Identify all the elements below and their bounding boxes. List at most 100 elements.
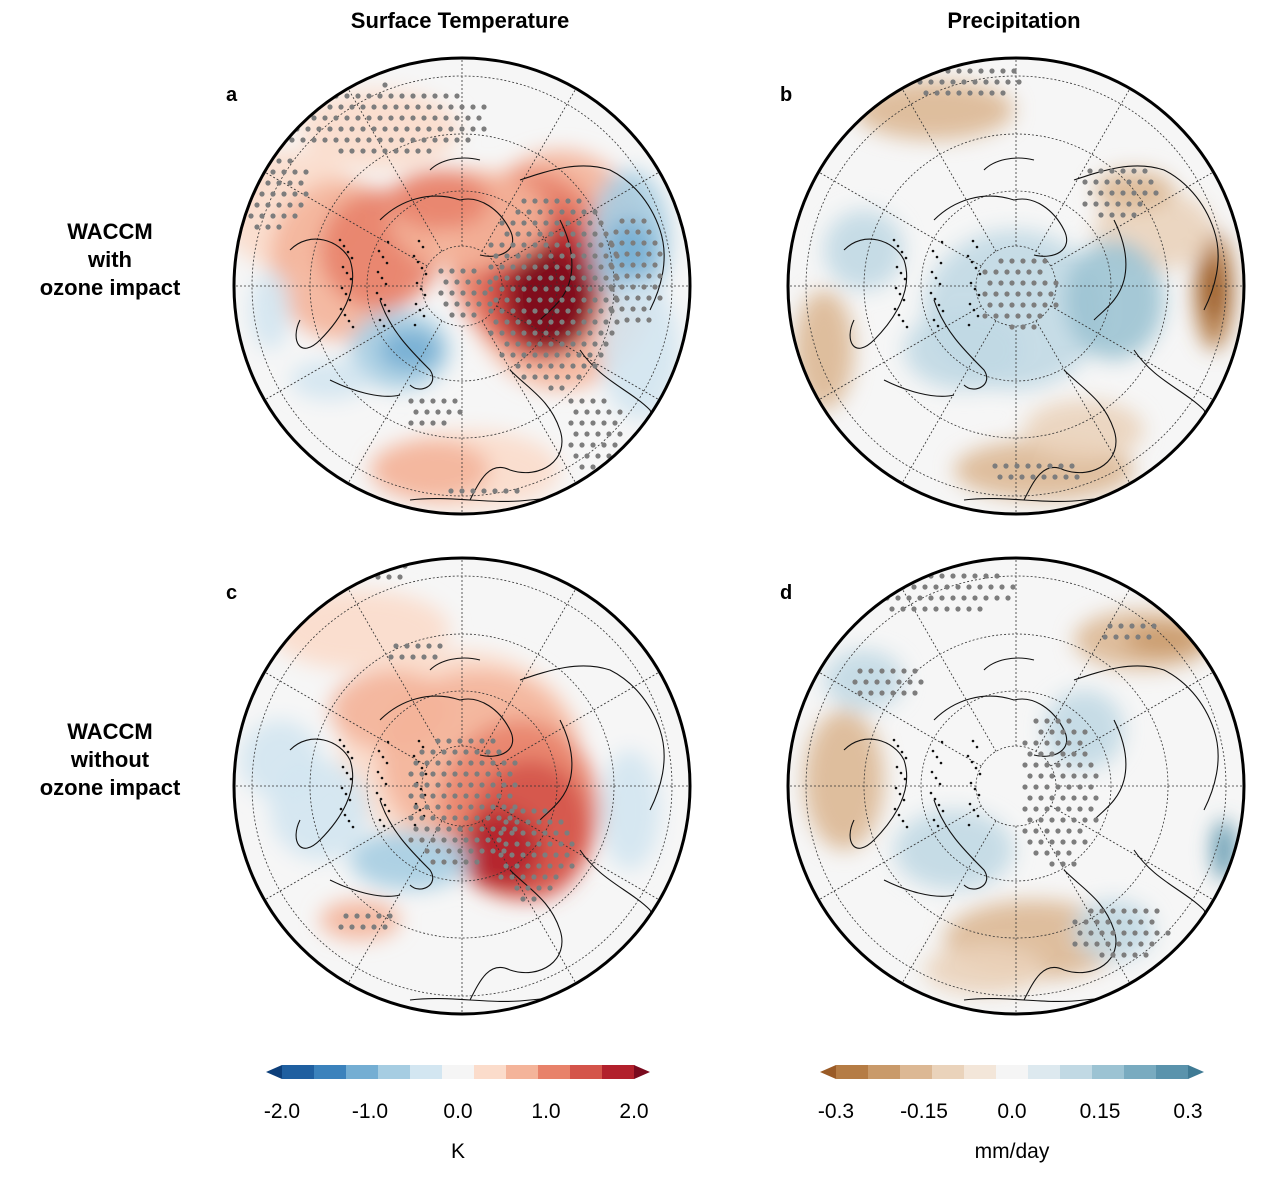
stipple-dot xyxy=(1033,740,1039,746)
stipple-dot xyxy=(503,488,509,494)
stipple-dot xyxy=(452,815,458,821)
island xyxy=(412,754,416,758)
stipple-dot xyxy=(1077,806,1083,812)
colorbar-segment xyxy=(506,1065,539,1079)
island xyxy=(934,276,938,280)
stipple-dot xyxy=(1131,212,1137,218)
colorbar-segment xyxy=(900,1065,933,1079)
colorbar-tick: -1.0 xyxy=(351,1100,389,1123)
stipple-dot xyxy=(298,202,304,208)
stipple-dot xyxy=(559,319,565,325)
stipple-dot xyxy=(457,409,463,415)
stipple-dot xyxy=(542,874,548,880)
island xyxy=(903,277,907,281)
stipple-dot xyxy=(419,749,425,755)
island xyxy=(904,756,908,760)
stipple-dot xyxy=(331,574,337,580)
stipple-dot xyxy=(1082,751,1088,757)
stipple-dot xyxy=(918,679,924,685)
stipple-dot xyxy=(504,275,510,281)
stipple-dot xyxy=(590,420,596,426)
stipple-dot xyxy=(581,363,587,369)
stipple-dot xyxy=(1088,908,1094,914)
stipple-dot xyxy=(1047,463,1053,469)
stipple-dot xyxy=(595,409,601,415)
stipple-dot xyxy=(515,341,521,347)
stipple-dot xyxy=(536,885,542,891)
colorbar-extend-high xyxy=(634,1065,650,1079)
stipple-dot xyxy=(657,295,663,301)
stipple-dot xyxy=(987,280,993,286)
stipple-dot xyxy=(912,68,918,74)
stipple-dot xyxy=(1033,718,1039,724)
island xyxy=(975,745,979,749)
stipple-dot xyxy=(443,279,449,285)
stipple-dot xyxy=(441,815,447,821)
stipple-dot xyxy=(630,306,636,312)
stipple-dot xyxy=(1038,729,1044,735)
colorbar-tick: -0.3 xyxy=(817,1100,855,1123)
stipple-dot xyxy=(987,302,993,308)
stipple-dot xyxy=(1041,474,1047,480)
stipple-dot xyxy=(507,793,513,799)
stipple-dot xyxy=(281,213,287,219)
stipple-dot xyxy=(1082,179,1088,185)
stipple-dot xyxy=(993,291,999,297)
stipple-dot xyxy=(322,115,328,121)
stipple-dot xyxy=(554,264,560,270)
stipple-dot xyxy=(1138,919,1144,925)
island xyxy=(974,766,978,770)
stipple-dot xyxy=(353,574,359,580)
stipple-dot xyxy=(457,760,463,766)
stipple-dot xyxy=(432,93,438,99)
stipple-dot xyxy=(1000,68,1006,74)
meridian xyxy=(481,88,577,252)
stipple-dot xyxy=(1015,313,1021,319)
island xyxy=(350,256,354,260)
panel-letter-c: c xyxy=(226,582,238,604)
stipple-dot xyxy=(565,220,571,226)
stipple-dot xyxy=(520,808,526,814)
island xyxy=(376,270,380,274)
stipple-dot xyxy=(911,606,917,612)
stipple-dot xyxy=(1093,201,1099,207)
stipple-dot xyxy=(601,398,607,404)
island xyxy=(349,277,353,281)
stipple-dot xyxy=(1066,850,1072,856)
stipple-dot xyxy=(300,137,306,143)
stipple-dot xyxy=(548,363,554,369)
colorbar-tick: 0.3 xyxy=(1173,1100,1203,1123)
stipple-dot xyxy=(614,319,620,325)
stipple-dot xyxy=(1066,718,1072,724)
stipple-dot xyxy=(382,104,388,110)
stipple-dot xyxy=(606,409,612,415)
anomaly-blob xyxy=(794,290,854,410)
stipple-dot xyxy=(281,191,287,197)
stipple-dot xyxy=(559,231,565,237)
stipple-dot xyxy=(862,595,868,601)
stipple-dot xyxy=(1102,634,1108,640)
island xyxy=(386,740,390,744)
stipple-dot xyxy=(896,679,902,685)
stipple-dot xyxy=(377,115,383,121)
stipple-dot xyxy=(955,606,961,612)
stipple-dot xyxy=(1020,280,1026,286)
stipple-dot xyxy=(608,284,614,290)
stipple-dot xyxy=(496,749,502,755)
stipple-dot xyxy=(441,837,447,843)
anomaly-blob xyxy=(600,750,660,870)
stipple-dot xyxy=(1030,474,1036,480)
stipple-dot xyxy=(559,209,565,215)
stipple-dot xyxy=(525,885,531,891)
island xyxy=(972,308,976,312)
stipple-dot xyxy=(281,169,287,175)
stipple-dot xyxy=(1071,839,1077,845)
island xyxy=(375,291,379,295)
stipple-dot xyxy=(657,251,663,257)
stipple-dot xyxy=(1055,718,1061,724)
stipple-dot xyxy=(950,79,956,85)
stipple-dot xyxy=(446,738,452,744)
stipple-dot xyxy=(410,137,416,143)
island xyxy=(966,754,970,758)
stipple-dot xyxy=(911,584,917,590)
